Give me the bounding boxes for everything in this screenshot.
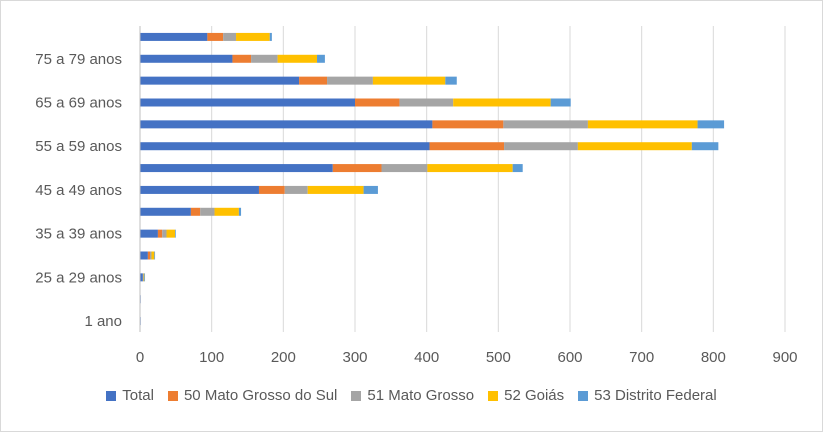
- legend-swatch: [167, 390, 178, 401]
- bar-segment-1-9: [432, 120, 504, 129]
- bar-segment-1-11: [299, 76, 328, 85]
- bar-segment-2-8: [504, 142, 578, 151]
- bar-segment-0-4: [140, 229, 158, 238]
- bar-segment-1-7: [332, 164, 382, 173]
- bar-segment-4-10: [550, 98, 571, 107]
- bar-segment-2-4: [162, 229, 167, 238]
- x-tick-label: 800: [701, 349, 726, 366]
- bar-segment-2-6: [284, 185, 308, 194]
- legend-label: 50 Mato Grosso do Sul: [183, 387, 338, 404]
- gridlines: [211, 26, 786, 332]
- bar-segment-4-5: [238, 207, 242, 216]
- bar-segment-3-11: [372, 76, 446, 85]
- bar-segment-3-4: [166, 229, 176, 238]
- bar-segment-1-13: [207, 32, 224, 41]
- bar-segment-0-7: [140, 164, 333, 173]
- legend-swatch: [488, 390, 499, 401]
- bar-segment-3-12: [277, 54, 318, 63]
- x-tick-label: 400: [414, 349, 439, 366]
- bar-segment-4-13: [269, 32, 272, 41]
- bar-segment-3-7: [427, 164, 513, 173]
- legend: Total 50 Mato Grosso do Sul 51 Mato Grosso…: [1, 387, 822, 404]
- bar-segment-3-9: [587, 120, 698, 129]
- bar-segment-3-6: [307, 185, 364, 194]
- x-tick-label: 300: [342, 349, 367, 366]
- legend-label: 53 Distrito Federal: [594, 387, 717, 404]
- bar-segment-4-2: [144, 273, 146, 282]
- bar-segment-2-2: [142, 273, 144, 282]
- bar-segment-2-9: [503, 120, 588, 129]
- bar-segment-2-7: [381, 164, 428, 173]
- legend-swatch: [106, 390, 117, 401]
- bar-segment-0-13: [140, 32, 208, 41]
- bar-segment-0-12: [140, 54, 233, 63]
- axes: 0 100 200 300 400 500 600 700 800 900 1 ano 25 a 29…: [35, 26, 798, 366]
- bar-segment-4-3: [154, 251, 156, 260]
- bar-segment-3-2: [143, 273, 145, 282]
- bar-segment-0-11: [140, 76, 300, 85]
- bar-segment-0-5: [140, 207, 191, 216]
- bar-segment-1-3: [147, 251, 151, 260]
- x-tick-label: 600: [557, 349, 582, 366]
- legend-item: 53 Distrito Federal: [578, 387, 717, 404]
- bar-segment-0-6: [140, 185, 259, 194]
- bar-segment-4-9: [697, 120, 725, 129]
- bars: [140, 32, 725, 326]
- legend-label: 51 Mato Grosso: [367, 387, 475, 404]
- bar-segment-1-6: [258, 185, 285, 194]
- y-tick-label: 1 ano: [84, 313, 122, 330]
- legend-swatch: [351, 390, 362, 401]
- legend-item: 51 Mato Grosso: [351, 387, 474, 404]
- bar-segment-2-3: [150, 251, 152, 260]
- bar-segment-2-10: [399, 98, 454, 107]
- legend-item: 50 Mato Grosso do Sul: [167, 387, 338, 404]
- bar-segment-0-2: [140, 273, 143, 282]
- bar-segment-0-9: [140, 120, 433, 129]
- bar-segment-4-11: [445, 76, 457, 85]
- bar-segment-3-10: [453, 98, 551, 107]
- y-tick-label: 25 a 29 anos: [35, 269, 122, 286]
- bar-segment-0-3: [140, 251, 148, 260]
- bar-segment-1-10: [355, 98, 400, 107]
- bar-segment-3-13: [236, 32, 270, 41]
- bar-segment-3-8: [577, 142, 692, 151]
- bar-segment-0-8: [140, 142, 430, 151]
- bar-segment-1-8: [429, 142, 505, 151]
- y-tick-label: 65 a 69 anos: [35, 95, 122, 112]
- bar-segment-2-13: [223, 32, 237, 41]
- y-tick-label: 55 a 59 anos: [35, 138, 122, 155]
- x-tick-label: 0: [136, 349, 144, 366]
- bar-segment-1-4: [157, 229, 163, 238]
- x-tick-label: 900: [772, 349, 797, 366]
- bar-segment-2-11: [327, 76, 373, 85]
- bar-segment-4-8: [691, 142, 719, 151]
- bar-segment-4-4: [175, 229, 176, 238]
- bar-segment-2-5: [200, 207, 215, 216]
- bar-segment-2-12: [251, 54, 278, 63]
- y-tick-label: 75 a 79 anos: [35, 51, 122, 68]
- x-tick-label: 700: [629, 349, 654, 366]
- bar-segment-4-12: [317, 54, 325, 63]
- bar-segment-3-3: [151, 251, 155, 260]
- bar-segment-1-5: [190, 207, 201, 216]
- legend-swatch: [578, 390, 589, 401]
- legend-item: 52 Goiás: [488, 387, 564, 404]
- x-tick-label: 500: [486, 349, 511, 366]
- bar-segment-4-6: [363, 185, 378, 194]
- bar-segment-1-12: [232, 54, 252, 63]
- bar-segment-3-5: [214, 207, 239, 216]
- x-tick-label: 100: [199, 349, 224, 366]
- x-tick-label: 200: [271, 349, 296, 366]
- legend-item: Total: [106, 387, 154, 404]
- legend-label: Total: [122, 387, 154, 404]
- bar-segment-4-7: [512, 164, 523, 173]
- y-tick-label: 45 a 49 anos: [35, 182, 122, 199]
- y-tick-label: 35 a 39 anos: [35, 226, 122, 243]
- legend-label: 52 Goiás: [504, 387, 565, 404]
- bar-segment-0-10: [140, 98, 355, 107]
